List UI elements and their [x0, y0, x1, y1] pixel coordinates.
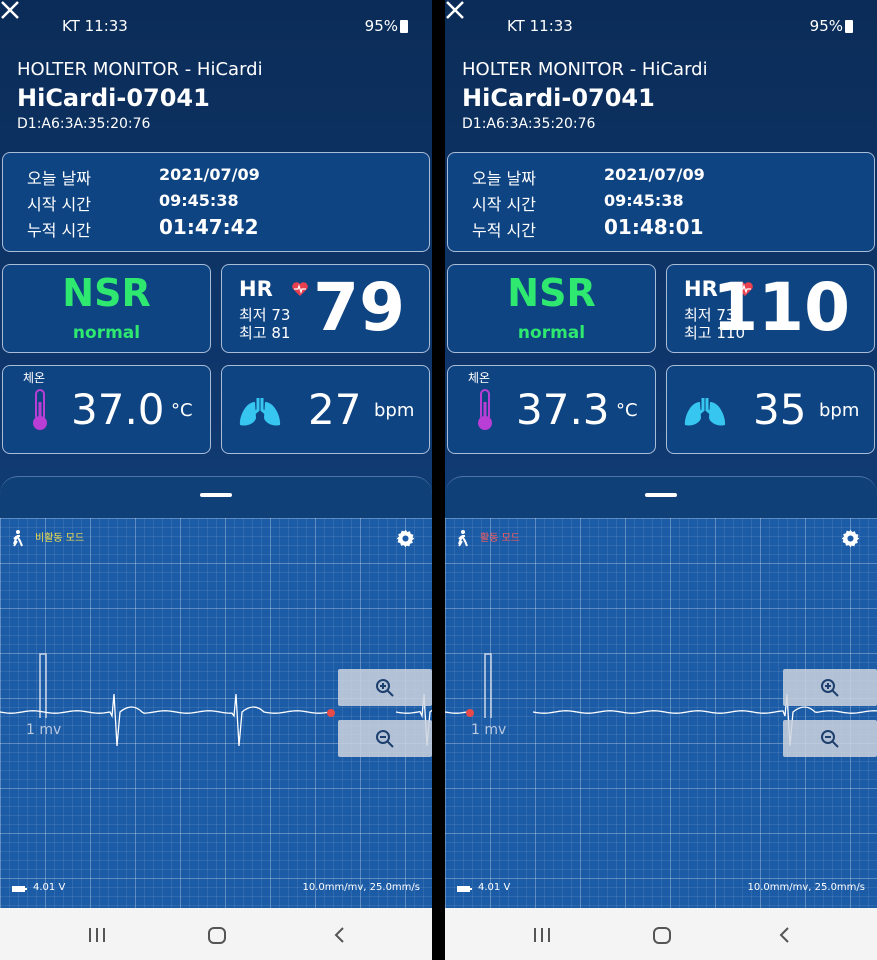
rhythm-card: NSR normal — [2, 264, 211, 353]
respiration-card: 35 bpm — [666, 365, 875, 454]
hr-min: 최저 73 — [684, 306, 736, 324]
lungs-icon — [684, 398, 726, 426]
home-button[interactable] — [653, 927, 671, 944]
respiration-value: 27 — [308, 385, 362, 434]
session-info: 오늘 날짜 2021/07/09 시작 시간 09:45:38 누적 시간 01:4… — [2, 152, 430, 252]
lungs-icon — [239, 398, 281, 426]
info-value: 2021/07/09 — [604, 165, 705, 184]
temperature-value: 37.3 — [516, 385, 610, 434]
rhythm-status: normal — [72, 323, 141, 343]
hr-min: 최저 73 — [239, 306, 291, 324]
close-button[interactable] — [0, 0, 20, 20]
navigation-bar — [445, 908, 877, 960]
settings-button[interactable] — [840, 528, 861, 549]
respiration-card: 27 bpm — [221, 365, 430, 454]
info-label: 누적 시간 — [27, 221, 91, 240]
session-info: 오늘 날짜 2021/07/09 시작 시간 09:45:38 누적 시간 01:4… — [447, 152, 875, 252]
hr-label: HR — [684, 277, 718, 301]
close-button[interactable] — [445, 0, 465, 20]
phone-screen: KT 11:33 95% HOLTER MONITOR - HiCardi Hi… — [445, 0, 877, 960]
recent-apps[interactable] — [534, 928, 550, 942]
home-button[interactable] — [208, 927, 226, 944]
battery-icon — [845, 20, 853, 33]
device-voltage: 4.01 V — [478, 882, 511, 893]
thermometer-icon — [478, 389, 492, 430]
heart-rate-card: HR 최저 73 최고 110 110 — [666, 264, 875, 353]
carrier-time: KT 11:33 — [507, 17, 573, 35]
zoom-out-button[interactable] — [338, 720, 432, 757]
info-label: 누적 시간 — [472, 221, 536, 240]
sheet-handle[interactable] — [645, 493, 677, 497]
sheet-handle[interactable] — [200, 493, 232, 497]
device-name: HiCardi-07041 — [462, 84, 655, 112]
rhythm-card: NSR normal — [447, 264, 656, 353]
hr-label: HR — [239, 277, 273, 301]
info-value: 01:47:42 — [159, 215, 259, 239]
temperature-value: 37.0 — [71, 385, 165, 434]
respiration-value: 35 — [753, 385, 807, 434]
ecg-grid — [0, 518, 432, 908]
temperature-label: 체온 — [23, 371, 46, 385]
respiration-unit: bpm — [374, 400, 415, 421]
battery-percent: 95% — [809, 17, 843, 35]
ecg-speed: 10.0mm/mv, 25.0mm/s — [747, 882, 865, 893]
heart-rate-card: HR 최저 73 최고 81 79 — [221, 264, 430, 353]
temperature-unit: °C — [171, 400, 193, 421]
temperature-unit: °C — [616, 400, 638, 421]
settings-button[interactable] — [395, 528, 416, 549]
carrier-time: KT 11:33 — [62, 17, 128, 35]
battery-icon — [400, 20, 408, 33]
rhythm-label: NSR — [62, 271, 151, 315]
hr-value: 79 — [313, 269, 405, 346]
zoom-out-button[interactable] — [783, 720, 877, 757]
ecg-speed: 10.0mm/mv, 25.0mm/s — [302, 882, 420, 893]
temperature-label: 체온 — [468, 371, 491, 385]
heart-icon — [737, 282, 753, 296]
info-value: 2021/07/09 — [159, 165, 260, 184]
ecg-trace — [445, 530, 877, 892]
ecg-trace — [0, 530, 432, 892]
info-label: 오늘 날짜 — [472, 169, 536, 188]
mac-address: D1:A6:3A:35:20:76 — [462, 116, 596, 132]
activity-mode: 활동 모드 — [480, 533, 520, 544]
info-label: 오늘 날짜 — [27, 169, 91, 188]
app-title: HOLTER MONITOR - HiCardi — [462, 59, 708, 80]
mac-address: D1:A6:3A:35:20:76 — [17, 116, 151, 132]
rhythm-status: normal — [517, 323, 586, 343]
thermometer-icon — [33, 389, 47, 430]
device-voltage: 4.01 V — [33, 882, 66, 893]
back-button[interactable] — [334, 927, 344, 943]
device-name: HiCardi-07041 — [17, 84, 210, 112]
back-button[interactable] — [779, 927, 789, 943]
zoom-in-button[interactable] — [338, 669, 432, 706]
phone-screen: KT 11:33 95% HOLTER MONITOR - HiCardi Hi… — [0, 0, 432, 960]
heart-icon — [292, 282, 308, 296]
ecg-scale: 1 mv — [26, 722, 62, 738]
info-label: 시작 시간 — [27, 195, 91, 214]
hr-max: 최고 81 — [239, 324, 291, 342]
recent-apps[interactable] — [89, 928, 105, 942]
app-title: HOLTER MONITOR - HiCardi — [17, 59, 263, 80]
navigation-bar — [0, 908, 432, 960]
respiration-unit: bpm — [819, 400, 860, 421]
ecg-grid — [445, 518, 877, 908]
battery-percent: 95% — [364, 17, 398, 35]
zoom-in-button[interactable] — [783, 669, 877, 706]
hr-max: 최고 110 — [684, 324, 745, 342]
temperature-card: 체온 37.3 °C — [447, 365, 656, 454]
hr-value: 110 — [712, 269, 850, 346]
info-label: 시작 시간 — [472, 195, 536, 214]
info-value: 09:45:38 — [604, 191, 684, 210]
activity-mode: 비활동 모드 — [35, 533, 85, 544]
temperature-card: 체온 37.0 °C — [2, 365, 211, 454]
rhythm-label: NSR — [507, 271, 596, 315]
info-value: 01:48:01 — [604, 215, 704, 239]
info-value: 09:45:38 — [159, 191, 239, 210]
ecg-scale: 1 mv — [471, 722, 507, 738]
